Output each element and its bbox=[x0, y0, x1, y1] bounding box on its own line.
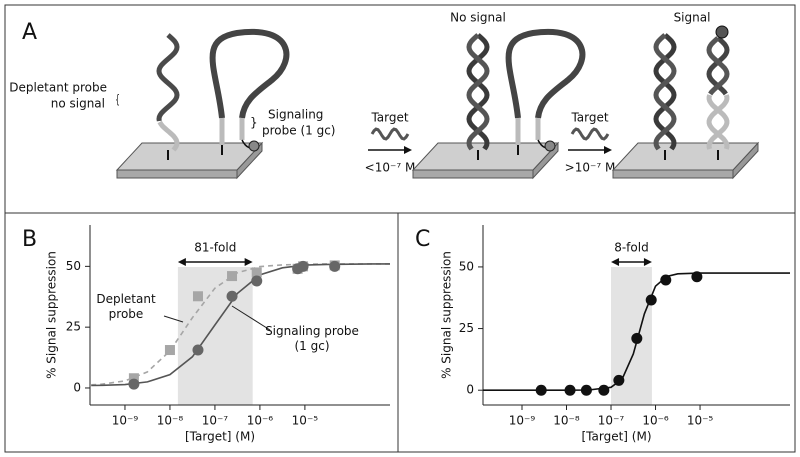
brace: { bbox=[115, 94, 120, 107]
arrow-head bbox=[604, 146, 612, 154]
surface bbox=[115, 142, 264, 171]
data-point bbox=[192, 291, 203, 302]
y-tick-label: 25 bbox=[459, 321, 474, 335]
panel-label: A bbox=[22, 20, 37, 45]
dna-strand bbox=[706, 94, 730, 150]
data-point bbox=[329, 260, 341, 272]
quencher bbox=[248, 140, 260, 152]
y-tick-label: 50 bbox=[66, 259, 81, 273]
arrow-head bbox=[404, 146, 412, 154]
arrow-head bbox=[177, 258, 186, 266]
arrow-head bbox=[611, 258, 620, 266]
y-axis-label: % Signal suppression bbox=[45, 251, 59, 379]
x-tick-label: 10⁻⁷ bbox=[202, 414, 229, 428]
label: Target bbox=[570, 111, 608, 125]
data-point bbox=[613, 374, 625, 386]
label: Depletant probe bbox=[9, 81, 107, 95]
fluorophore bbox=[715, 25, 729, 39]
series-label: Depletant probe bbox=[96, 292, 156, 321]
data-point bbox=[192, 344, 204, 356]
y-tick-label: 0 bbox=[73, 380, 81, 394]
x-tick-label: 10⁻⁶ bbox=[247, 414, 274, 428]
label: Signaling bbox=[268, 108, 323, 122]
data-point bbox=[645, 294, 657, 306]
data-point bbox=[164, 345, 175, 356]
dna-strand bbox=[156, 33, 180, 122]
series-label: Signaling probe (1 gc) bbox=[265, 324, 359, 353]
label: No signal bbox=[450, 11, 506, 25]
surface-side bbox=[412, 169, 534, 179]
data-point bbox=[631, 332, 643, 344]
panel-label: B bbox=[22, 227, 37, 252]
y-tick-label: 25 bbox=[66, 320, 81, 334]
hairpin-loop bbox=[505, 28, 586, 119]
arrow-head bbox=[643, 258, 652, 266]
data-point bbox=[580, 384, 592, 396]
x-tick-label: 10⁻⁵ bbox=[687, 414, 714, 428]
target-strand bbox=[370, 127, 410, 141]
label: probe (1 gc) bbox=[262, 124, 335, 138]
label: Signal bbox=[674, 11, 711, 25]
surface-side bbox=[116, 169, 238, 179]
surface bbox=[611, 142, 760, 171]
x-tick-label: 10⁻⁹ bbox=[112, 414, 139, 428]
y-tick-label: 50 bbox=[459, 259, 474, 273]
data-point bbox=[251, 275, 263, 287]
data-point bbox=[691, 271, 703, 283]
y-tick-label: 0 bbox=[466, 383, 474, 397]
data-point bbox=[227, 271, 238, 282]
x-tick-label: 10⁻⁸ bbox=[553, 414, 580, 428]
dna-strand bbox=[466, 33, 490, 151]
x-tick-label: 10⁻⁹ bbox=[509, 414, 536, 428]
hairpin-stem bbox=[219, 118, 245, 145]
surface-side bbox=[612, 169, 734, 179]
data-point bbox=[128, 378, 140, 390]
quencher bbox=[544, 140, 556, 152]
data-point bbox=[535, 384, 547, 396]
dna-strand bbox=[157, 120, 180, 152]
leader-line bbox=[231, 305, 271, 331]
x-axis-label: [Target] (M) bbox=[581, 430, 651, 444]
x-tick-label: 10⁻⁶ bbox=[642, 414, 669, 428]
leader-line bbox=[163, 315, 184, 323]
data-point bbox=[226, 290, 238, 302]
label: <10⁻⁷ M bbox=[365, 161, 416, 175]
target-strand bbox=[570, 127, 610, 141]
annotation: 81-fold bbox=[194, 241, 236, 255]
x-axis-label: [Target] (M) bbox=[185, 430, 255, 444]
data-point bbox=[251, 267, 262, 278]
hairpin-stem bbox=[515, 118, 541, 145]
data-point bbox=[128, 373, 139, 384]
panel-label: C bbox=[415, 227, 430, 252]
dna-strand bbox=[706, 36, 730, 96]
dna-strand bbox=[706, 94, 730, 150]
x-tick-label: 10⁻⁵ bbox=[292, 414, 319, 428]
x-tick-label: 10⁻⁷ bbox=[598, 414, 625, 428]
label: >10⁻⁷ M bbox=[565, 161, 616, 175]
brace: } bbox=[250, 116, 258, 130]
dna-strand bbox=[653, 33, 677, 151]
data-point bbox=[598, 384, 610, 396]
data-point bbox=[660, 274, 672, 286]
label: no signal bbox=[51, 97, 105, 111]
x-tick-label: 10⁻⁸ bbox=[157, 414, 184, 428]
hairpin-loop bbox=[209, 28, 290, 119]
label: Target bbox=[370, 111, 408, 125]
data-point bbox=[564, 384, 576, 396]
shaded-range bbox=[177, 267, 253, 405]
arrow-head bbox=[244, 258, 253, 266]
annotation: 8-fold bbox=[614, 241, 648, 255]
y-axis-label: % Signal suppression bbox=[440, 251, 454, 379]
data-point bbox=[297, 260, 309, 272]
frame bbox=[4, 4, 796, 453]
